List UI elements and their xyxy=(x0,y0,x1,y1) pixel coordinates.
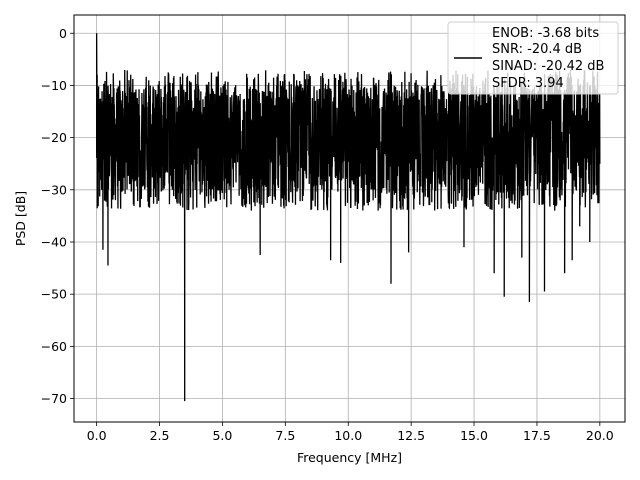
y-tick-label: 0 xyxy=(59,26,67,41)
legend-entry-sinad: SINAD: -20.42 dB xyxy=(492,59,604,74)
legend-box xyxy=(447,21,619,95)
plot-frame xyxy=(73,14,626,423)
x-tick-label: 10.0 xyxy=(334,428,362,443)
legend-entry-enob: ENOB: -3.68 bits xyxy=(492,26,599,41)
x-tick-label: 12.5 xyxy=(397,428,425,443)
y-tick-label: −70 xyxy=(41,391,67,406)
legend-entry-snr: SNR: -20.4 dB xyxy=(492,42,582,57)
y-axis-ticks: 0 −10 −20 −30 −40 −50 −60 −70 xyxy=(41,26,74,406)
y-tick-label: −50 xyxy=(41,287,67,302)
y-tick-label: −20 xyxy=(41,130,67,145)
y-tick-label: −60 xyxy=(41,339,67,354)
series-line xyxy=(95,33,601,402)
y-tick-label: −30 xyxy=(41,182,67,197)
legend: ENOB: -3.68 bits SNR: -20.4 dB SINAD: -2… xyxy=(447,21,619,95)
x-axis-label: Frequency [MHz] xyxy=(297,450,402,465)
x-tick-label: 15.0 xyxy=(460,428,488,443)
x-tick-label: 17.5 xyxy=(523,428,551,443)
x-tick-label: 0.0 xyxy=(87,428,107,443)
legend-entry-sfdr: SFDR: 3.94 xyxy=(492,76,564,91)
series-trace xyxy=(95,33,601,402)
y-tick-label: −40 xyxy=(41,234,67,249)
x-tick-label: 20.0 xyxy=(586,428,614,443)
x-tick-label: 2.5 xyxy=(150,428,170,443)
y-axis-label: PSD [dB] xyxy=(13,191,28,246)
x-tick-label: 5.0 xyxy=(212,428,232,443)
x-axis-ticks: 0.0 2.5 5.0 7.5 10.0 12.5 15.0 17.5 20.0 xyxy=(87,422,614,443)
y-tick-label: −10 xyxy=(41,78,67,93)
x-tick-label: 7.5 xyxy=(275,428,295,443)
